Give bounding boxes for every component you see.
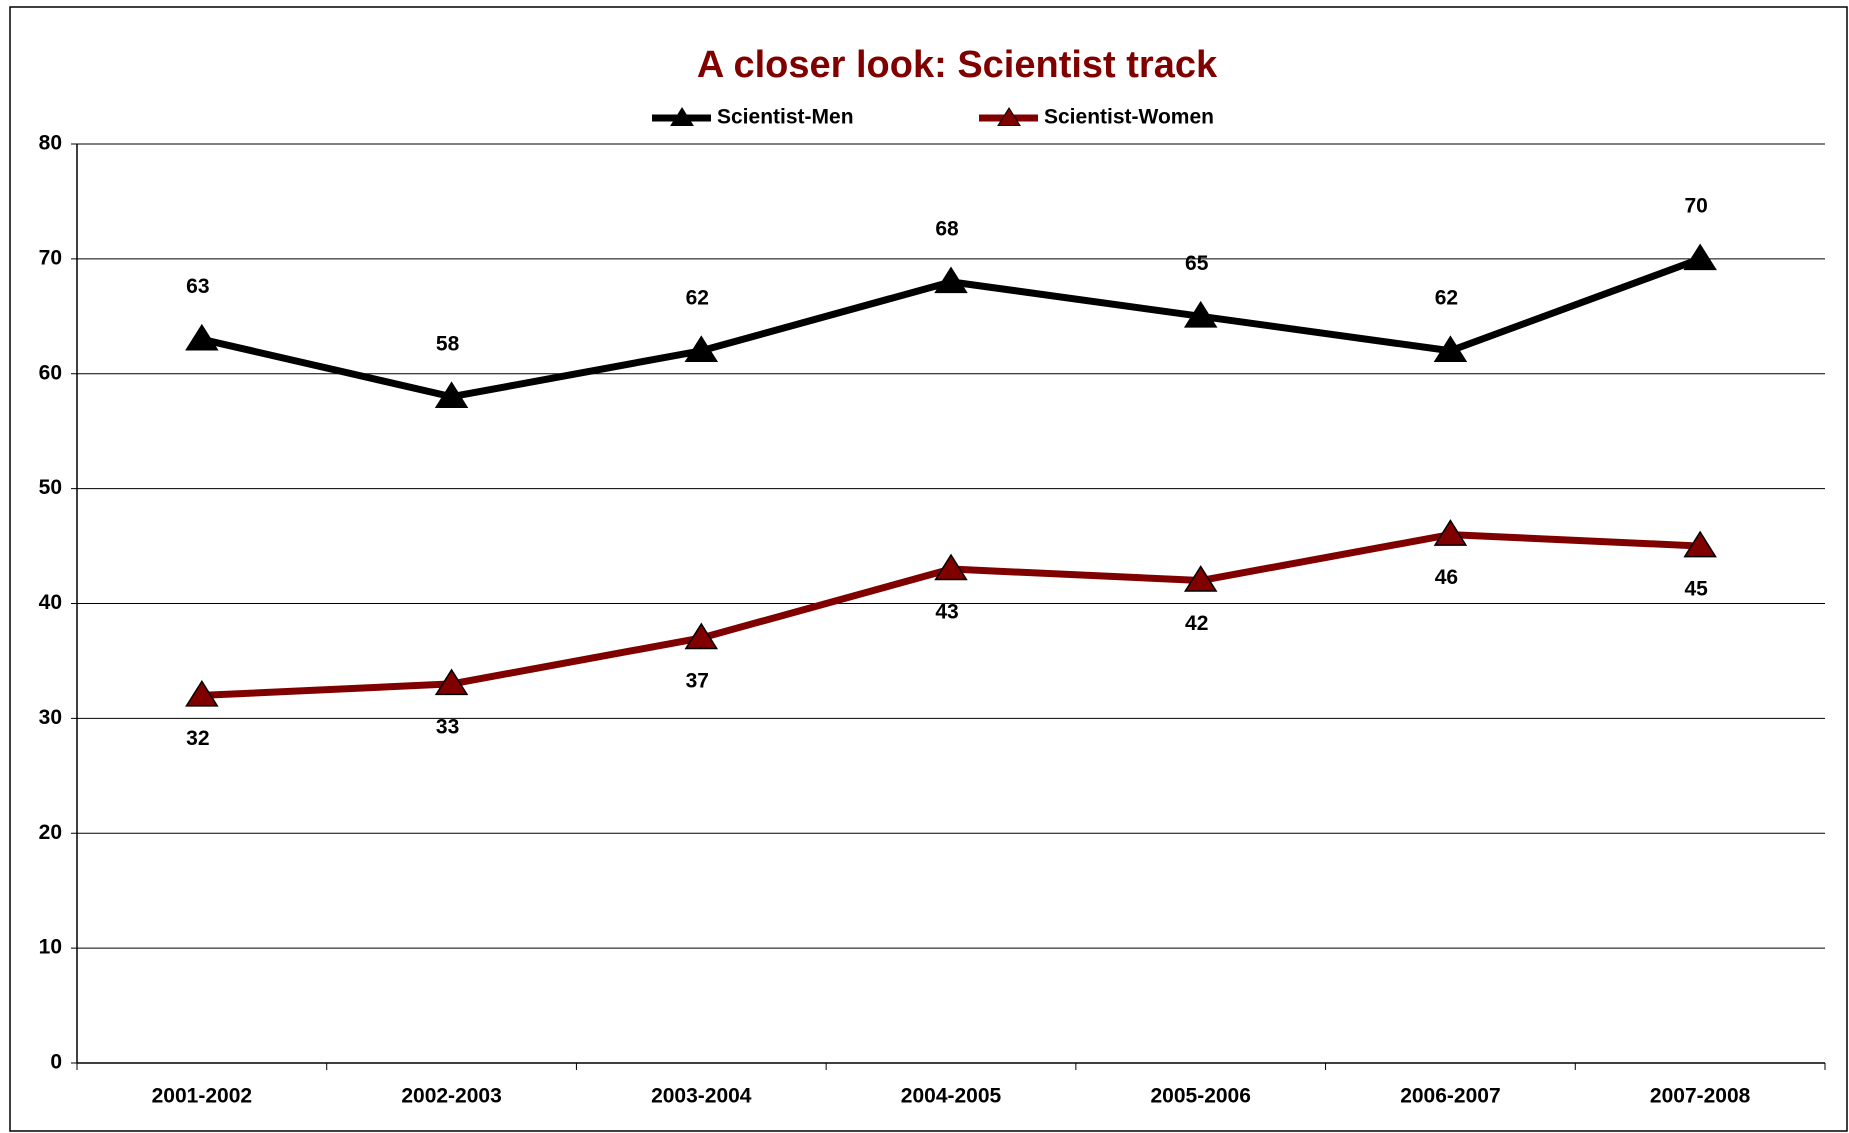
data-label: 62 — [1435, 286, 1458, 309]
y-tick-label: 30 — [39, 706, 62, 729]
point-marker — [1433, 335, 1468, 363]
data-label: 65 — [1185, 252, 1209, 275]
x-tick-label: 2006-2007 — [1400, 1085, 1500, 1108]
data-label: 33 — [436, 715, 459, 738]
chart-title: A closer look: Scientist track — [697, 44, 1218, 86]
y-tick-label: 50 — [39, 476, 62, 499]
point-marker — [1683, 243, 1717, 271]
legend-marker — [997, 107, 1021, 126]
x-tick-label: 2002-2003 — [401, 1085, 501, 1108]
data-label: 70 — [1684, 194, 1707, 217]
x-tick-label: 2003-2004 — [651, 1085, 752, 1108]
data-label: 68 — [935, 217, 959, 240]
y-tick-label: 40 — [39, 591, 62, 614]
y-tick-label: 20 — [39, 821, 62, 844]
x-tick-label: 2004-2005 — [901, 1085, 1002, 1108]
legend-marker — [670, 107, 694, 126]
x-tick-label: 2007-2008 — [1650, 1085, 1751, 1108]
point-marker — [1183, 565, 1218, 592]
point-marker — [434, 668, 469, 696]
legend-label: Scientist-Men — [717, 106, 854, 129]
point-marker — [684, 335, 719, 363]
data-label: 58 — [436, 332, 460, 355]
point-marker — [434, 381, 469, 408]
y-tick-label: 10 — [39, 936, 62, 959]
y-tick-label: 0 — [50, 1051, 62, 1074]
y-tick-label: 70 — [39, 246, 62, 269]
data-label: 46 — [1435, 566, 1458, 589]
point-marker — [185, 323, 219, 351]
y-tick-label: 80 — [39, 132, 62, 155]
y-tick-label: 60 — [39, 361, 62, 384]
point-marker — [1433, 519, 1468, 546]
data-label: 43 — [935, 601, 958, 624]
point-marker — [684, 622, 719, 650]
data-label: 62 — [686, 286, 709, 309]
chart-border — [9, 6, 1848, 1132]
data-label: 42 — [1185, 612, 1208, 635]
data-label: 63 — [186, 275, 209, 298]
x-tick-label: 2005-2006 — [1150, 1085, 1250, 1108]
point-marker — [934, 553, 968, 581]
point-marker — [1183, 300, 1218, 328]
data-label: 37 — [686, 670, 709, 693]
point-marker — [185, 679, 219, 707]
legend-label: Scientist-Women — [1044, 106, 1214, 129]
x-tick-label: 2001-2002 — [152, 1085, 252, 1108]
point-marker — [1683, 530, 1717, 558]
point-marker — [934, 266, 968, 294]
data-label: 32 — [186, 727, 209, 750]
data-label: 45 — [1684, 578, 1708, 601]
